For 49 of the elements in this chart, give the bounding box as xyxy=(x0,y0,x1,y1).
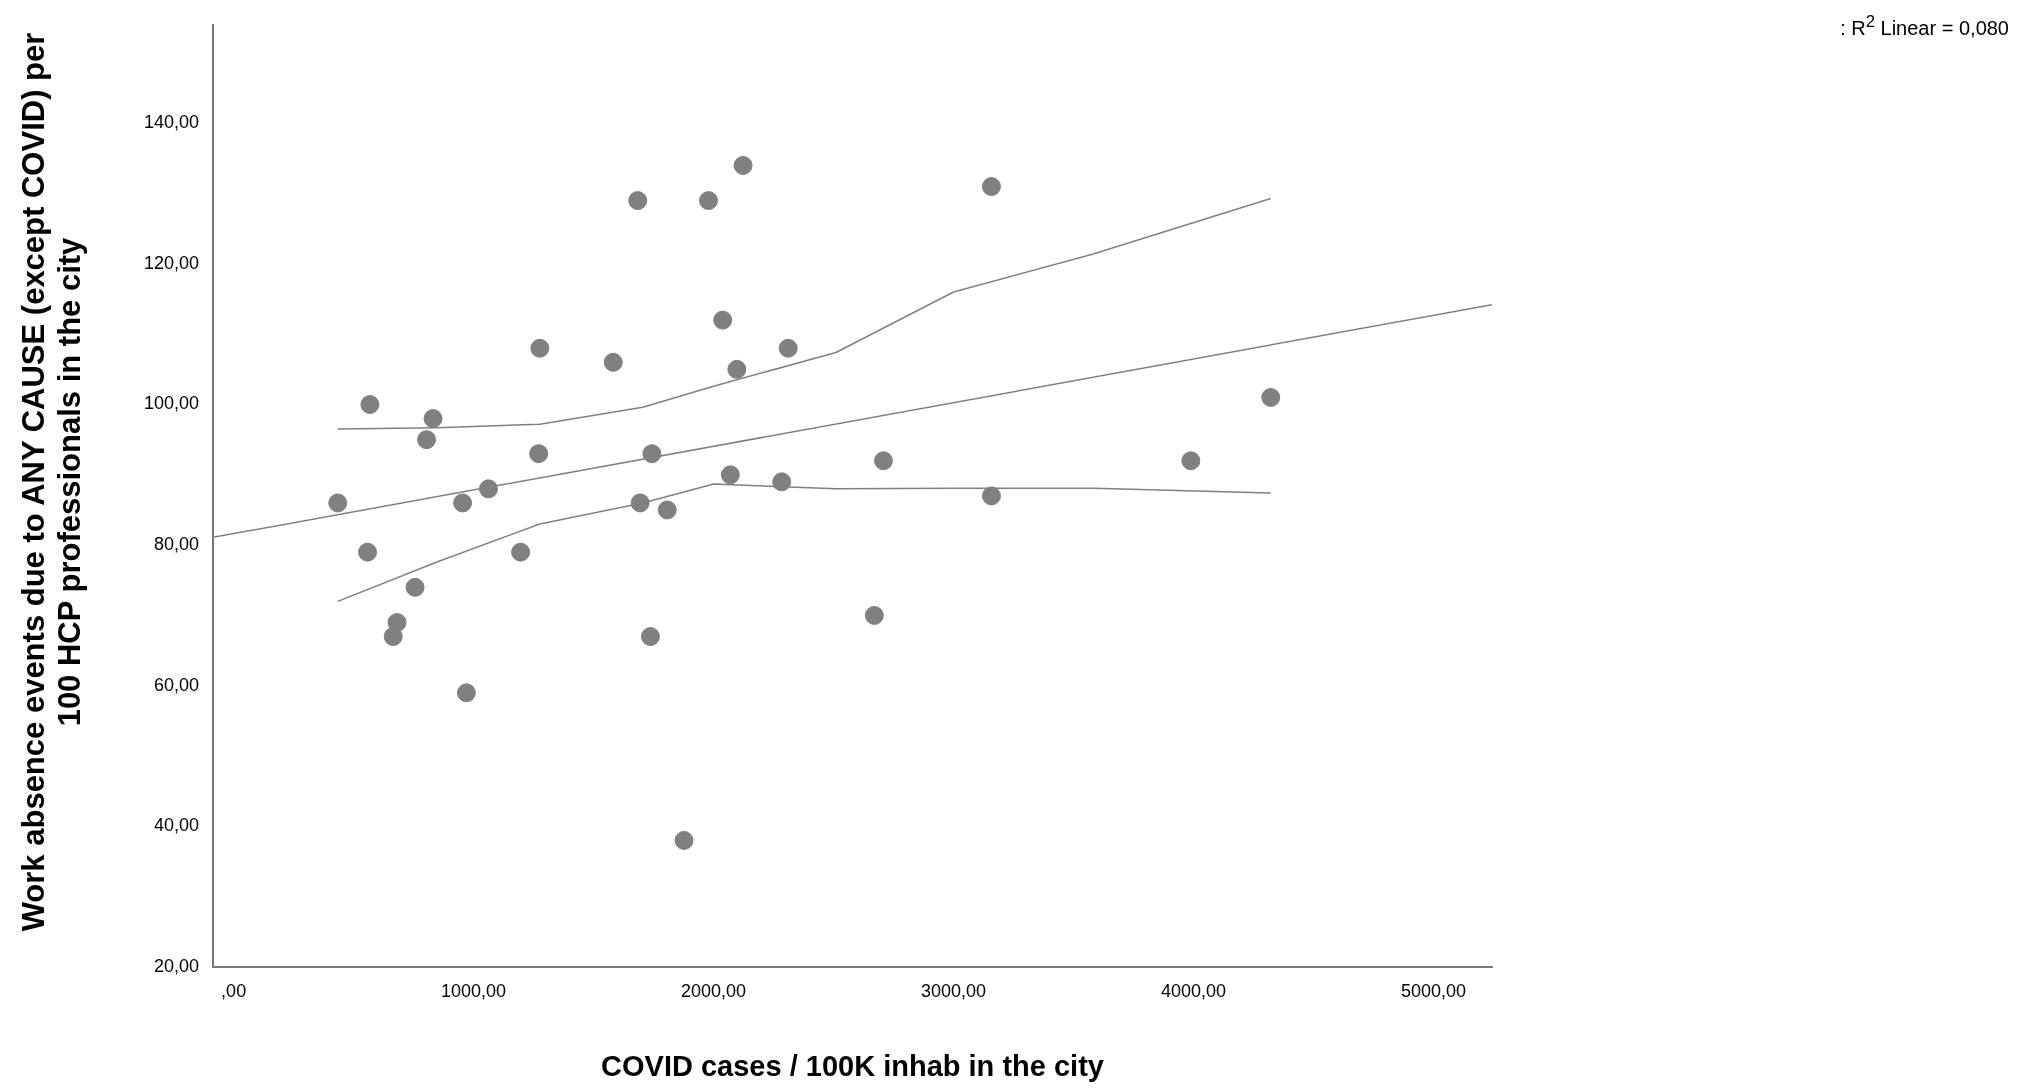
y-tick-label: 100,00 xyxy=(143,393,199,414)
x-axis-title: COVID cases / 100K inhab in the city xyxy=(601,1049,1104,1082)
point xyxy=(478,479,498,499)
point xyxy=(733,155,753,175)
y-tick-label: 140,00 xyxy=(143,112,199,133)
x-tick-label: ,00 xyxy=(221,980,247,1001)
point xyxy=(642,444,662,464)
y-tick-label: 80,00 xyxy=(153,534,199,555)
point xyxy=(778,338,798,358)
point xyxy=(529,444,549,464)
point xyxy=(772,472,792,492)
point xyxy=(640,627,660,647)
point xyxy=(657,500,677,520)
point xyxy=(387,612,407,632)
point xyxy=(713,310,733,330)
point xyxy=(423,409,443,429)
x-tick-label: 4000,00 xyxy=(1160,980,1227,1001)
point xyxy=(864,605,884,625)
point xyxy=(358,542,378,562)
point xyxy=(699,191,719,211)
point xyxy=(328,493,348,513)
y-tick-label: 20,00 xyxy=(153,955,199,976)
x-tick-label: 5000,00 xyxy=(1400,980,1466,1001)
point xyxy=(530,338,550,358)
point xyxy=(417,430,437,450)
y-tick-label: 40,00 xyxy=(153,815,199,836)
point xyxy=(720,465,740,485)
point xyxy=(405,577,425,597)
point xyxy=(727,359,747,379)
point xyxy=(981,177,1001,197)
x-tick-label: 1000,00 xyxy=(441,980,507,1001)
y-tick-label: 60,00 xyxy=(153,674,199,695)
point xyxy=(1261,387,1281,407)
point xyxy=(873,451,893,471)
point xyxy=(453,493,473,513)
point xyxy=(603,352,623,372)
x-tick-label: 2000,00 xyxy=(681,980,747,1001)
point xyxy=(511,542,531,562)
point xyxy=(628,191,648,211)
point xyxy=(360,394,380,414)
point xyxy=(981,486,1001,506)
y-axis-title: Work absence events due to ANY CAUSE (except COVID) per 100 HCP professionals in the city xyxy=(16,31,88,934)
point xyxy=(456,683,476,703)
y-tick-label: 120,00 xyxy=(143,252,199,273)
point xyxy=(674,830,694,850)
point xyxy=(630,493,650,513)
x-tick-label: 3000,00 xyxy=(920,980,987,1001)
text: : R$^{2}$ Linear = 0,080 xyxy=(1840,12,2009,40)
point xyxy=(1181,451,1201,471)
